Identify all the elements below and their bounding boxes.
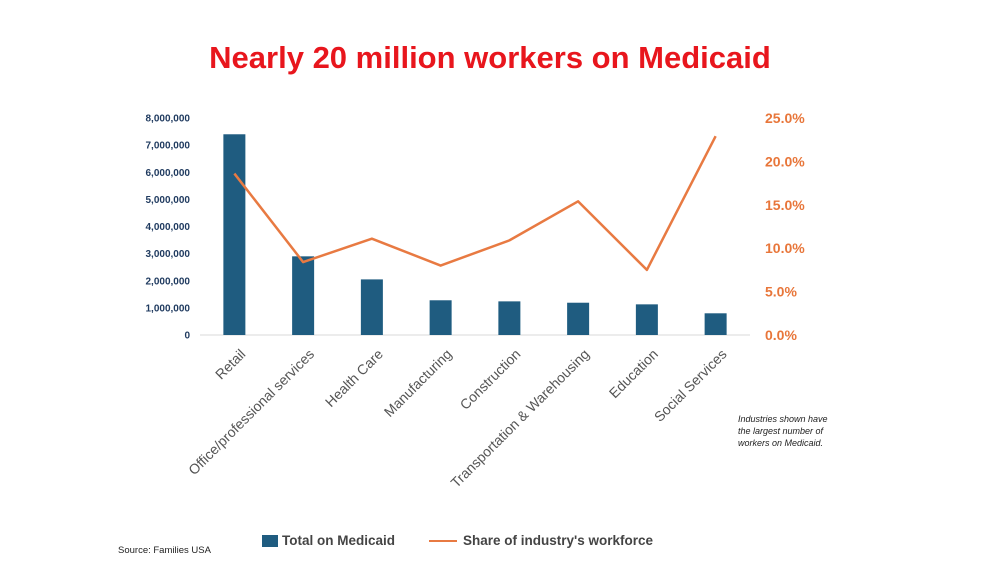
y-left-tick-label: 8,000,000: [146, 114, 191, 125]
y-left-tick-label: 6,000,000: [146, 168, 191, 179]
y-left-tick-label: 4,000,000: [146, 222, 191, 233]
category-label: Education: [606, 346, 661, 401]
y-left-tick-label: 2,000,000: [146, 276, 191, 287]
y-left-tick-label: 7,000,000: [146, 141, 191, 152]
category-label: Manufacturing: [381, 346, 455, 420]
y-left-tick-label: 3,000,000: [146, 249, 191, 260]
bar: [223, 134, 246, 335]
bar: [498, 301, 521, 335]
bar: [567, 302, 590, 335]
source-note: Source: Families USA: [118, 545, 211, 556]
annotation-note: Industries shown have the largest number…: [738, 414, 828, 448]
y-right-tick-label: 20.0%: [765, 153, 805, 169]
category-label: Retail: [212, 346, 249, 383]
y-right-tick-label: 5.0%: [765, 284, 797, 300]
bar: [292, 256, 315, 335]
y-right-tick-label: 0.0%: [765, 327, 797, 343]
y-right-tick-label: 25.0%: [765, 110, 805, 126]
category-label: Office/professional services: [185, 346, 317, 478]
y-left-tick-label: 5,000,000: [146, 195, 191, 206]
legend-bar-swatch: [262, 534, 278, 547]
category-label: Construction: [457, 346, 524, 413]
category-label: Social Services: [651, 346, 730, 425]
legend-line-label: Share of industry's workforce: [463, 533, 654, 548]
bar: [360, 279, 383, 335]
y-left-tick-label: 0: [184, 331, 190, 342]
bar: [704, 313, 727, 335]
bar: [429, 300, 452, 335]
share-line: [233, 135, 717, 272]
legend-bar-label: Total on Medicaid: [282, 533, 396, 548]
legend: Total on Medicaid Share of industry's wo…: [262, 533, 687, 548]
bar: [635, 304, 658, 335]
legend-item-bar: Total on Medicaid: [262, 533, 395, 548]
y-right-tick-label: 10.0%: [765, 240, 805, 256]
category-label: Transportation & Warehousing: [447, 346, 592, 491]
category-label: Health Care: [322, 346, 386, 410]
legend-item-line: Share of industry's workforce: [429, 533, 653, 548]
y-right-tick-label: 15.0%: [765, 197, 805, 213]
chart-title: Nearly 20 million workers on Medicaid: [209, 40, 771, 75]
legend-line-swatch: [429, 539, 458, 542]
y-left-tick-label: 1,000,000: [146, 303, 191, 314]
